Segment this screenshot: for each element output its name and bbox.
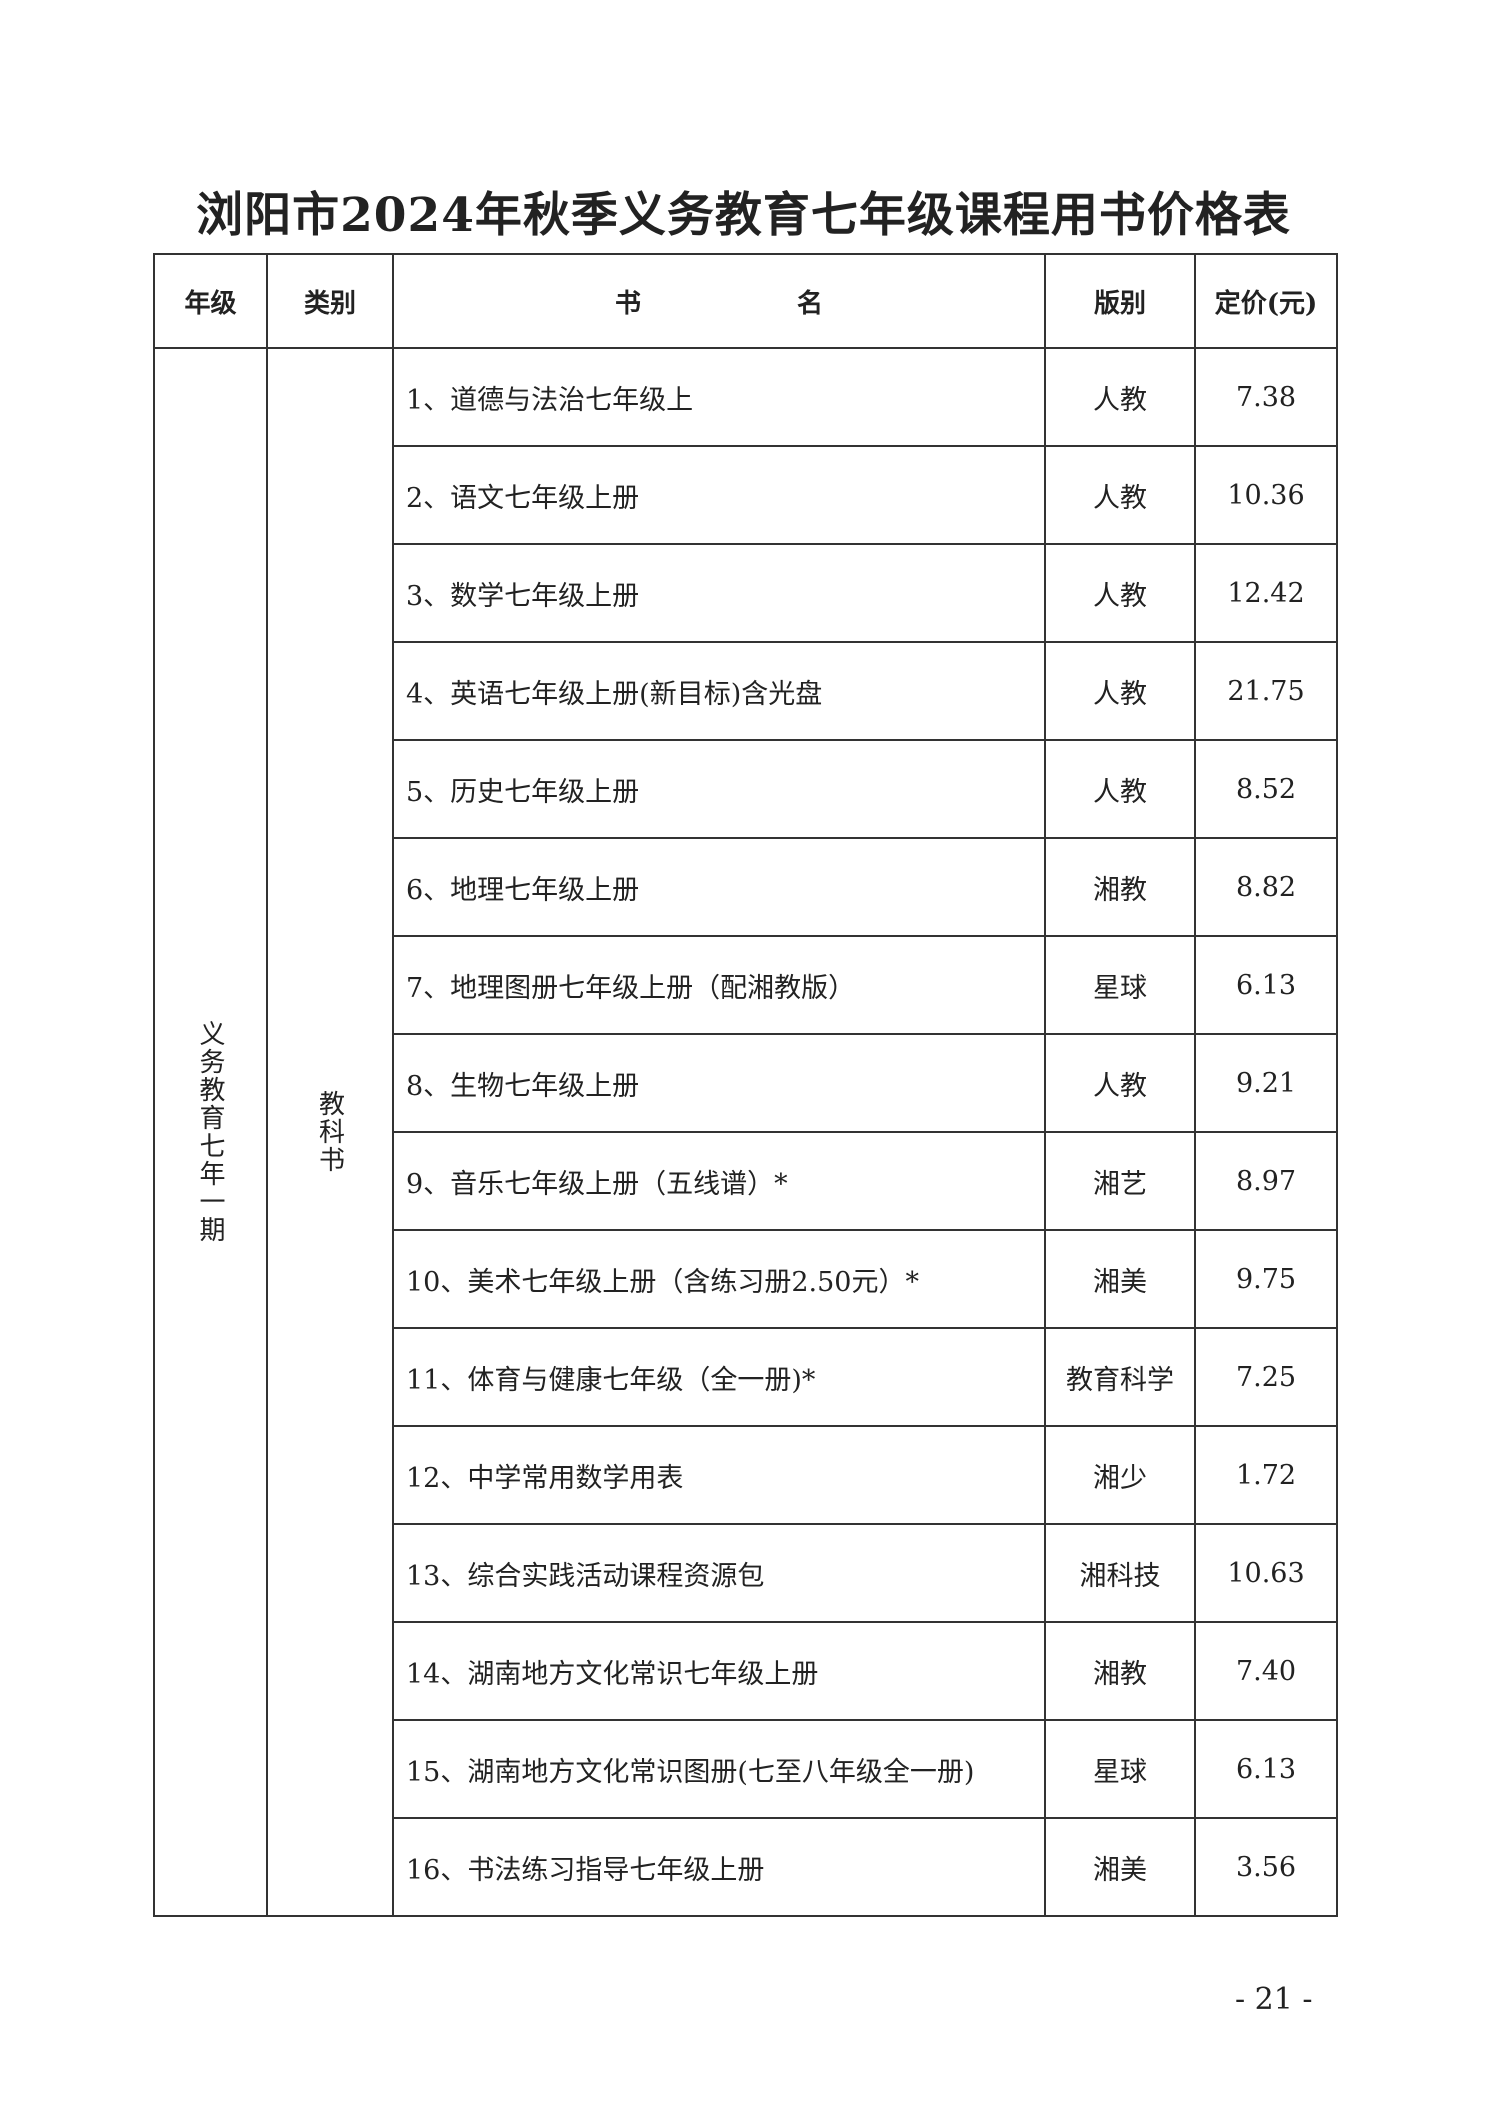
table-row: 5、历史七年级上册 人教 8.52 <box>154 739 1338 839</box>
book-price: 8.52 <box>1194 739 1338 839</box>
book-price: 8.82 <box>1194 837 1338 937</box>
book-name: 10、美术七年级上册（含练习册2.50元）* <box>392 1229 1046 1329</box>
book-name: 11、体育与健康七年级（全一册)* <box>392 1327 1046 1427</box>
book-edition: 人教 <box>1044 641 1196 741</box>
book-edition: 湘教 <box>1044 837 1196 937</box>
book-edition: 湘教 <box>1044 1621 1196 1721</box>
book-edition: 湘科技 <box>1044 1523 1196 1623</box>
table-row: 14、湖南地方文化常识七年级上册 湘教 7.40 <box>154 1621 1338 1721</box>
book-edition: 湘少 <box>1044 1425 1196 1525</box>
book-edition: 湘艺 <box>1044 1131 1196 1231</box>
category-cell: 教科书 <box>266 347 394 1917</box>
book-edition: 人教 <box>1044 445 1196 545</box>
table-row: 6、地理七年级上册 湘教 8.82 <box>154 837 1338 937</box>
book-edition: 湘美 <box>1044 1817 1196 1917</box>
book-name: 6、地理七年级上册 <box>392 837 1046 937</box>
table-row: 4、英语七年级上册(新目标)含光盘 人教 21.75 <box>154 641 1338 741</box>
header-price: 定价(元) <box>1194 253 1338 349</box>
book-edition: 人教 <box>1044 543 1196 643</box>
book-name: 2、语文七年级上册 <box>392 445 1046 545</box>
book-price: 1.72 <box>1194 1425 1338 1525</box>
table-row: 义务教育七年一期 教科书 1、道德与法治七年级上 人教 7.38 <box>153 347 1338 1917</box>
book-name: 13、综合实践活动课程资源包 <box>392 1523 1046 1623</box>
table-row: 8、生物七年级上册 人教 9.21 <box>154 1033 1338 1133</box>
book-price: 10.63 <box>1194 1523 1338 1623</box>
book-edition: 人教 <box>1044 739 1196 839</box>
book-name: 12、中学常用数学用表 <box>392 1425 1046 1525</box>
book-price: 6.13 <box>1194 935 1338 1035</box>
book-price: 9.75 <box>1194 1229 1338 1329</box>
book-name: 14、湖南地方文化常识七年级上册 <box>392 1621 1046 1721</box>
book-edition: 湘美 <box>1044 1229 1196 1329</box>
book-edition: 星球 <box>1044 935 1196 1035</box>
book-price: 21.75 <box>1194 641 1338 741</box>
book-price: 10.36 <box>1194 445 1338 545</box>
book-name: 1、道德与法治七年级上 <box>392 347 1046 447</box>
table-row: 13、综合实践活动课程资源包 湘科技 10.63 <box>154 1523 1338 1623</box>
book-price: 6.13 <box>1194 1719 1338 1819</box>
book-edition: 人教 <box>1044 347 1196 447</box>
book-price: 3.56 <box>1194 1817 1338 1917</box>
table-row: 12、中学常用数学用表 湘少 1.72 <box>154 1425 1338 1525</box>
table-header: 年级 类别 书 名 版别 定价(元) <box>153 253 1338 349</box>
table-row: 9、音乐七年级上册（五线谱）* 湘艺 8.97 <box>154 1131 1338 1231</box>
book-name: 8、生物七年级上册 <box>392 1033 1046 1133</box>
book-price: 9.21 <box>1194 1033 1338 1133</box>
table-row: 15、湖南地方文化常识图册(七至八年级全一册) 星球 6.13 <box>154 1719 1338 1819</box>
header-name: 书 名 <box>392 253 1046 349</box>
book-edition: 人教 <box>1044 1033 1196 1133</box>
table-row: 3、数学七年级上册 人教 12.42 <box>154 543 1338 643</box>
book-name: 9、音乐七年级上册（五线谱）* <box>392 1131 1046 1231</box>
table-row: 7、地理图册七年级上册（配湘教版） 星球 6.13 <box>154 935 1338 1035</box>
book-name: 4、英语七年级上册(新目标)含光盘 <box>392 641 1046 741</box>
grade-cell: 义务教育七年一期 <box>153 347 268 1917</box>
header-edition: 版别 <box>1044 253 1196 349</box>
table-row: 10、美术七年级上册（含练习册2.50元）* 湘美 9.75 <box>154 1229 1338 1329</box>
book-price: 7.40 <box>1194 1621 1338 1721</box>
page-title: 浏阳市2024年秋季义务教育七年级课程用书价格表 <box>196 188 1291 243</box>
table-row: 11、体育与健康七年级（全一册)* 教育科学 7.25 <box>154 1327 1338 1427</box>
book-edition: 教育科学 <box>1044 1327 1196 1427</box>
price-table: 年级 类别 书 名 版别 定价(元) 义务教育七年一期 教科书 1、道德与法治七年级… <box>153 253 1338 1917</box>
header-grade: 年级 <box>153 253 268 349</box>
book-price: 8.97 <box>1194 1131 1338 1231</box>
book-edition: 星球 <box>1044 1719 1196 1819</box>
book-name: 5、历史七年级上册 <box>392 739 1046 839</box>
page-number: - 21 - <box>1235 1982 1313 2017</box>
header-category: 类别 <box>266 253 394 349</box>
book-name: 7、地理图册七年级上册（配湘教版） <box>392 935 1046 1035</box>
book-price: 7.25 <box>1194 1327 1338 1427</box>
book-name: 16、书法练习指导七年级上册 <box>392 1817 1046 1917</box>
book-name: 3、数学七年级上册 <box>392 543 1046 643</box>
table-row: 2、语文七年级上册 人教 10.36 <box>154 445 1338 545</box>
book-price: 7.38 <box>1194 347 1338 447</box>
book-price: 12.42 <box>1194 543 1338 643</box>
book-name: 15、湖南地方文化常识图册(七至八年级全一册) <box>392 1719 1046 1819</box>
table-row: 16、书法练习指导七年级上册 湘美 3.56 <box>154 1817 1338 1917</box>
